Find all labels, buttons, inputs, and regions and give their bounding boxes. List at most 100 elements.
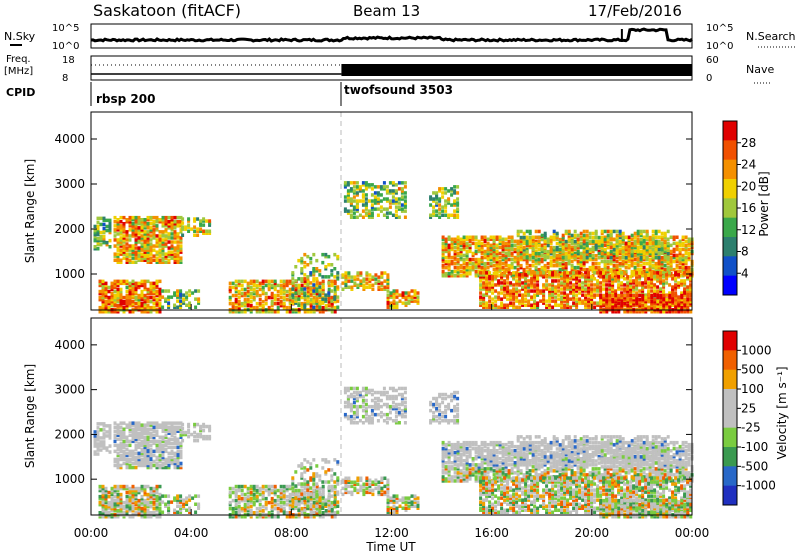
power-cell: [149, 260, 153, 264]
power-cell: [500, 277, 504, 281]
power-cell: [306, 275, 310, 279]
velocity-cell: [131, 500, 135, 505]
power-cell: [558, 267, 562, 272]
power-cell: [633, 251, 637, 256]
velocity-cell: [93, 440, 97, 444]
velocity-cell: [193, 422, 197, 427]
power-cell: [179, 215, 183, 220]
power-cell: [531, 256, 535, 260]
power-cell: [479, 301, 483, 305]
power-cell: [152, 234, 156, 238]
power-cell: [170, 254, 174, 258]
power-cell: [618, 233, 622, 238]
power-cell: [205, 229, 209, 233]
power-cell: [300, 295, 304, 300]
power-cell: [482, 281, 486, 285]
velocity-cell: [131, 486, 135, 491]
power-cell: [617, 287, 621, 291]
power-cell: [164, 238, 168, 242]
power-cell: [489, 253, 493, 258]
power-cell: [358, 199, 362, 203]
power-cell: [630, 245, 634, 250]
power-cell: [128, 246, 132, 250]
power-cell: [444, 237, 448, 241]
power-cell: [525, 235, 529, 239]
velocity-cell: [155, 421, 159, 425]
velocity-cell: [155, 423, 159, 427]
power-cell: [561, 263, 565, 268]
power-cell: [471, 267, 475, 272]
power-cell: [494, 271, 498, 275]
power-cell: [591, 255, 595, 260]
power-cell: [521, 275, 525, 279]
power-cell: [573, 265, 577, 270]
velocity-cell: [116, 511, 120, 515]
power-cell: [98, 310, 102, 314]
power-cell: [663, 263, 667, 268]
power-cell: [99, 236, 103, 241]
power-cell: [518, 299, 522, 303]
power-cell: [119, 215, 123, 220]
power-cell: [518, 273, 522, 277]
power-cell: [359, 279, 363, 283]
power-cell: [558, 254, 562, 258]
power-cell: [350, 279, 354, 283]
power-cell: [612, 259, 616, 264]
power-cell: [447, 243, 451, 248]
power-cell: [361, 203, 365, 207]
velocity-cell: [93, 438, 97, 442]
power-cell: [561, 243, 565, 248]
power-cell: [522, 256, 526, 260]
velocity-cell: [152, 439, 156, 444]
power-cell: [537, 254, 541, 258]
power-cell: [336, 287, 340, 291]
power-cell: [471, 237, 475, 241]
power-cell: [524, 287, 528, 291]
power-cell: [593, 271, 597, 275]
power-cell: [282, 295, 286, 300]
power-cell: [149, 248, 153, 252]
power-cell: [560, 281, 564, 285]
power-cell: [119, 295, 123, 300]
power-cell: [104, 283, 108, 288]
velocity-cell: [158, 494, 162, 499]
velocity-cell: [205, 424, 209, 429]
power-cell: [388, 205, 392, 209]
velocity-cell: [170, 451, 174, 456]
velocity-cell: [125, 502, 129, 507]
power-cell: [510, 257, 514, 262]
power-cell: [540, 249, 544, 254]
power-cell: [300, 277, 304, 281]
power-cell: [534, 251, 538, 256]
power-cell: [173, 258, 177, 262]
power-cell: [513, 257, 517, 262]
power-cell: [639, 249, 643, 254]
power-cell: [605, 303, 609, 308]
power-cell: [456, 251, 460, 256]
power-cell: [324, 254, 328, 259]
power-cell: [279, 287, 283, 292]
power-cell: [403, 195, 407, 199]
velocity-cell: [122, 435, 126, 439]
power-cell: [617, 293, 621, 298]
velocity-cell: [122, 504, 126, 509]
power-cell: [179, 240, 183, 244]
velocity-cell: [101, 496, 105, 501]
power-cell: [330, 303, 334, 308]
power-cell: [459, 249, 463, 254]
power-cell: [468, 259, 472, 264]
power-cell: [626, 277, 630, 281]
power-cell: [119, 297, 123, 302]
power-cell: [632, 279, 636, 283]
power-cell: [557, 275, 561, 279]
power-cell: [356, 283, 360, 287]
power-cell: [572, 275, 576, 279]
power-cell: [555, 259, 559, 264]
power-cell: [134, 228, 138, 232]
power-cell: [654, 251, 658, 256]
power-cell: [626, 305, 630, 310]
velocity-cell: [179, 449, 183, 454]
power-cell: [507, 245, 511, 250]
velocity-cell: [164, 421, 168, 425]
velocity-cell: [167, 465, 171, 470]
